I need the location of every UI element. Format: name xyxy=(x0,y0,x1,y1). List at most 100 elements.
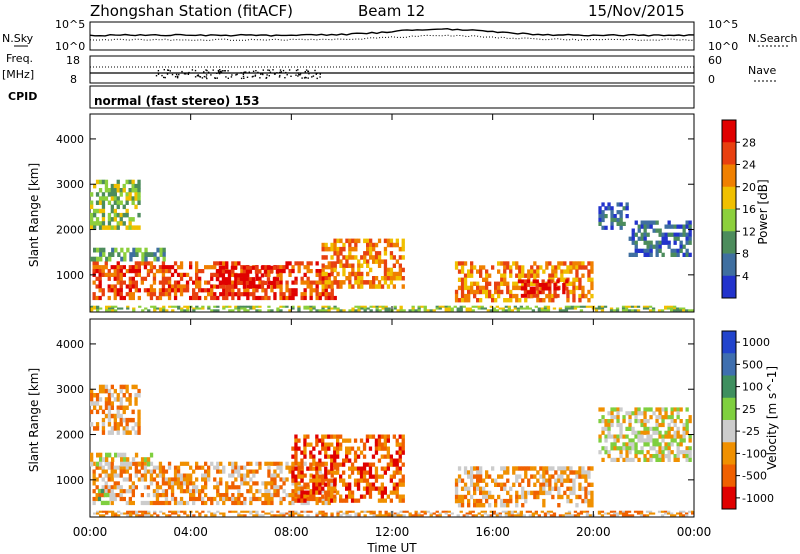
heatmap-cell xyxy=(682,232,686,237)
heatmap-cell xyxy=(520,286,525,291)
heatmap-cell xyxy=(348,276,352,281)
heatmap-cell xyxy=(566,498,570,504)
heatmap-cell xyxy=(306,482,310,487)
heatmap-cell xyxy=(622,415,626,420)
heatmap-cell xyxy=(116,212,120,218)
heatmap-cell xyxy=(354,280,358,285)
heatmap-cell xyxy=(570,307,575,310)
heatmap-cell xyxy=(327,493,331,498)
heatmap-cell xyxy=(467,490,471,496)
heatmap-cell xyxy=(357,514,361,517)
heatmap-cell xyxy=(318,272,322,277)
heatmap-cell xyxy=(460,289,465,295)
heatmap-cell xyxy=(519,512,523,515)
heatmap-cell xyxy=(603,512,608,515)
heatmap-cell xyxy=(221,265,226,270)
heatmap-cell xyxy=(110,272,114,277)
heatmap-cell xyxy=(185,272,190,277)
heatmap-cell xyxy=(667,422,671,428)
heatmap-cell xyxy=(646,457,650,462)
heatmap-cell xyxy=(610,411,614,416)
heatmap-cell xyxy=(389,462,393,467)
heatmap-cell xyxy=(101,225,106,230)
heatmap-cell xyxy=(98,188,103,193)
heatmap-cell xyxy=(192,514,196,517)
heatmap-cell xyxy=(179,477,184,482)
colorbar-tick-label: 12 xyxy=(742,225,756,238)
heatmap-cell xyxy=(515,466,519,471)
heatmap-cell xyxy=(682,434,686,439)
heatmap-cell xyxy=(607,411,611,416)
heatmap-cell xyxy=(488,494,492,500)
heatmap-cell xyxy=(356,454,361,459)
heatmap-cell xyxy=(594,307,599,310)
heatmap-cell xyxy=(336,307,340,310)
heatmap-cell xyxy=(152,292,157,297)
heatmap-cell xyxy=(149,288,154,293)
heatmap-cell xyxy=(460,293,465,299)
heatmap-cell xyxy=(98,200,103,205)
heatmap-cell xyxy=(366,259,370,264)
heatmap-cell xyxy=(621,512,626,515)
heatmap-cell xyxy=(123,457,127,462)
heatmap-cell xyxy=(393,514,397,517)
heatmap-cell xyxy=(371,462,376,467)
heatmap-cell xyxy=(351,307,355,310)
heatmap-cell xyxy=(252,514,256,517)
heatmap-cell xyxy=(673,236,677,241)
heatmap-cell xyxy=(619,407,623,412)
heatmap-cell xyxy=(258,489,262,494)
heatmap-cell xyxy=(380,259,385,264)
heatmap-cell xyxy=(598,217,602,223)
heatmap-cell xyxy=(569,478,573,483)
heatmap-cell xyxy=(572,285,576,291)
heatmap-cell xyxy=(318,466,322,471)
heatmap-cell xyxy=(554,470,558,475)
heatmap-cell xyxy=(532,293,536,298)
heatmap-cell xyxy=(228,288,232,293)
heatmap-cell xyxy=(266,284,271,289)
heatmap-cell xyxy=(619,430,623,435)
heatmap-cell xyxy=(104,179,109,185)
heatmap-cell xyxy=(149,481,154,486)
heatmap-cell xyxy=(627,514,632,517)
heatmap-cell xyxy=(339,259,343,264)
heatmap-cell xyxy=(111,307,115,310)
heatmap-cell xyxy=(590,466,594,471)
heatmap-cell xyxy=(179,473,184,478)
heatmap-cell xyxy=(454,490,459,496)
heatmap-cell xyxy=(285,261,289,266)
nsky-panel-frame xyxy=(89,21,695,51)
heatmap-cell xyxy=(134,188,138,193)
heatmap-cell xyxy=(264,512,268,515)
heatmap-cell xyxy=(131,489,135,494)
heatmap-cell xyxy=(542,478,546,483)
freq-label: Freq. xyxy=(6,52,33,65)
heatmap-cell xyxy=(207,305,211,308)
heatmap-cell xyxy=(658,457,662,462)
heatmap-cell xyxy=(333,486,337,491)
heatmap-cell xyxy=(102,514,106,517)
heatmap-cell xyxy=(533,269,537,274)
heatmap-cell xyxy=(309,442,313,447)
heatmap-cell xyxy=(105,256,109,262)
heatmap-cell xyxy=(467,293,471,299)
xlabel: Time UT xyxy=(366,541,417,554)
heatmap-cell xyxy=(670,248,674,253)
heatmap-cell xyxy=(380,482,384,487)
heatmap-cell xyxy=(96,510,100,513)
heatmap-cell xyxy=(119,496,123,502)
heatmap-cell xyxy=(92,461,96,466)
heatmap-cell xyxy=(216,469,220,474)
heatmap-cell xyxy=(342,458,346,463)
heatmap-cell xyxy=(470,478,474,483)
heatmap-cell xyxy=(222,295,226,301)
heatmap-cell xyxy=(92,269,96,274)
heatmap-cell xyxy=(177,307,181,310)
heatmap-cell xyxy=(312,446,316,451)
heatmap-cell xyxy=(119,292,123,297)
heatmap-cell xyxy=(542,498,546,504)
heatmap-cell xyxy=(372,305,376,308)
heatmap-cell xyxy=(637,438,641,443)
heatmap-cell xyxy=(658,415,662,420)
